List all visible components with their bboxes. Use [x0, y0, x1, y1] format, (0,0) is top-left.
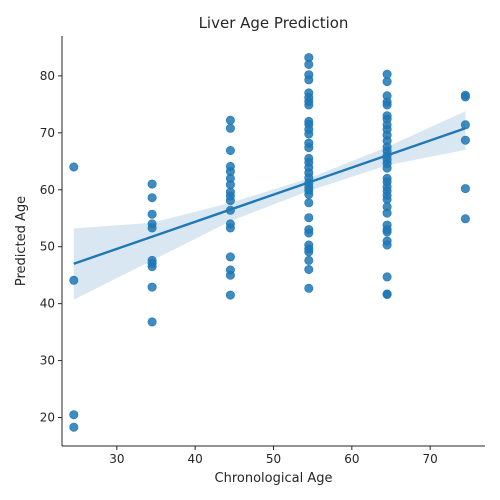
data-point	[304, 129, 314, 139]
data-point	[147, 282, 157, 292]
x-axis-title: Chronological Age	[215, 471, 333, 486]
data-point	[382, 77, 392, 87]
data-point	[147, 209, 157, 219]
data-point	[304, 143, 314, 153]
data-point	[147, 223, 157, 233]
data-point	[382, 227, 392, 237]
data-point	[225, 223, 235, 233]
data-point	[225, 115, 235, 125]
data-point	[382, 163, 392, 173]
y-tick-label: 60	[40, 183, 55, 197]
confidence-band-area	[73, 111, 466, 300]
data-point	[69, 410, 79, 420]
y-axis-title: Predicted Age	[14, 196, 29, 286]
data-point	[225, 290, 235, 300]
y-tick-label: 50	[40, 240, 55, 254]
data-point	[382, 100, 392, 110]
data-point	[304, 198, 314, 208]
data-point	[147, 193, 157, 203]
confidence-band	[73, 111, 466, 300]
ticks: 30 40 50 60 70 20 30 40 50 60 70 80	[40, 69, 438, 466]
y-tick-label: 20	[40, 411, 55, 425]
data-point	[147, 317, 157, 327]
data-point	[225, 270, 235, 280]
data-point	[304, 255, 314, 265]
y-tick-label: 80	[40, 69, 55, 83]
data-point	[225, 123, 235, 133]
data-point	[304, 283, 314, 293]
data-point	[304, 75, 314, 85]
regression-line-layer	[73, 127, 466, 265]
y-tick-label: 30	[40, 354, 55, 368]
data-point	[460, 120, 470, 130]
data-point	[147, 179, 157, 189]
data-point	[460, 135, 470, 145]
data-points	[69, 53, 470, 432]
y-tick-label: 70	[40, 126, 55, 140]
data-point	[304, 228, 314, 238]
data-point	[304, 247, 314, 257]
chart-title: Liver Age Prediction	[199, 14, 349, 32]
x-tick-label: 70	[423, 452, 438, 466]
data-point	[382, 289, 392, 299]
data-point	[225, 252, 235, 262]
data-point	[147, 262, 157, 272]
data-point	[69, 422, 79, 432]
data-point	[69, 275, 79, 285]
y-tick-label: 40	[40, 297, 55, 311]
data-point	[225, 196, 235, 206]
data-point	[304, 100, 314, 110]
data-point	[69, 162, 79, 172]
data-point	[382, 240, 392, 250]
data-point	[304, 264, 314, 274]
data-point	[304, 189, 314, 199]
data-point	[460, 214, 470, 224]
data-point	[382, 208, 392, 218]
data-point	[382, 272, 392, 282]
data-point	[304, 213, 314, 223]
data-point	[304, 59, 314, 69]
data-point	[460, 92, 470, 102]
x-tick-label: 40	[188, 452, 203, 466]
data-point	[225, 146, 235, 156]
x-tick-label: 30	[109, 452, 124, 466]
data-point	[460, 184, 470, 194]
x-tick-label: 60	[344, 452, 359, 466]
regression-line	[73, 127, 466, 265]
x-tick-label: 50	[266, 452, 281, 466]
